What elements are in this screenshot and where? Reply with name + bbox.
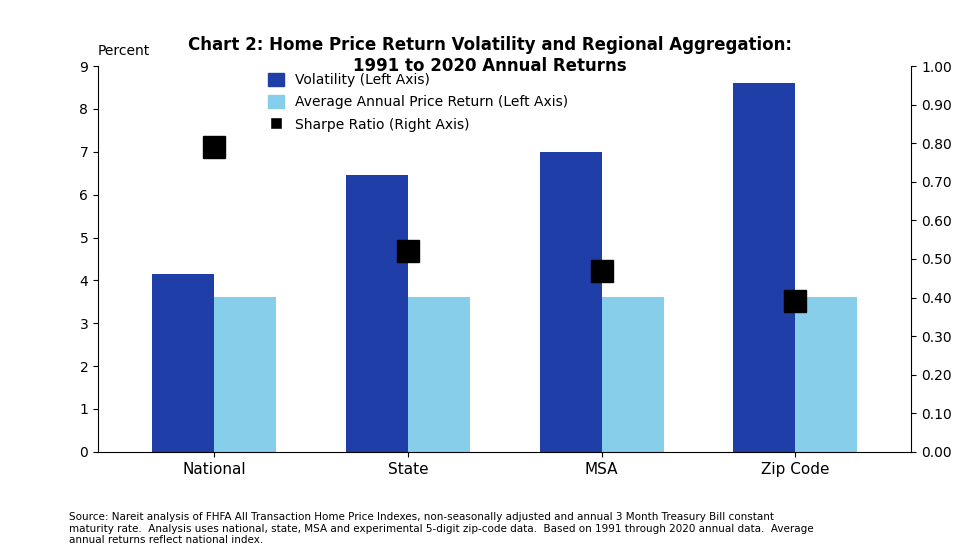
Bar [152, 274, 215, 452]
Bar [215, 296, 276, 452]
Bar [346, 175, 408, 452]
Bar [540, 152, 602, 452]
Text: Source: Nareit analysis of FHFA All Transaction Home Price Indexes, non-seasonal: Source: Nareit analysis of FHFA All Tran… [69, 512, 813, 545]
Bar [602, 296, 663, 452]
Bar [408, 296, 469, 452]
Bar [795, 296, 858, 452]
Text: Chart 2: Home Price Return Volatility and Regional Aggregation:
1991 to 2020 Ann: Chart 2: Home Price Return Volatility an… [188, 36, 792, 74]
Legend: Volatility (Left Axis), Average Annual Price Return (Left Axis), Sharpe Ratio (R: Volatility (Left Axis), Average Annual P… [268, 73, 568, 132]
Text: Percent: Percent [98, 45, 150, 58]
Bar [733, 83, 795, 452]
